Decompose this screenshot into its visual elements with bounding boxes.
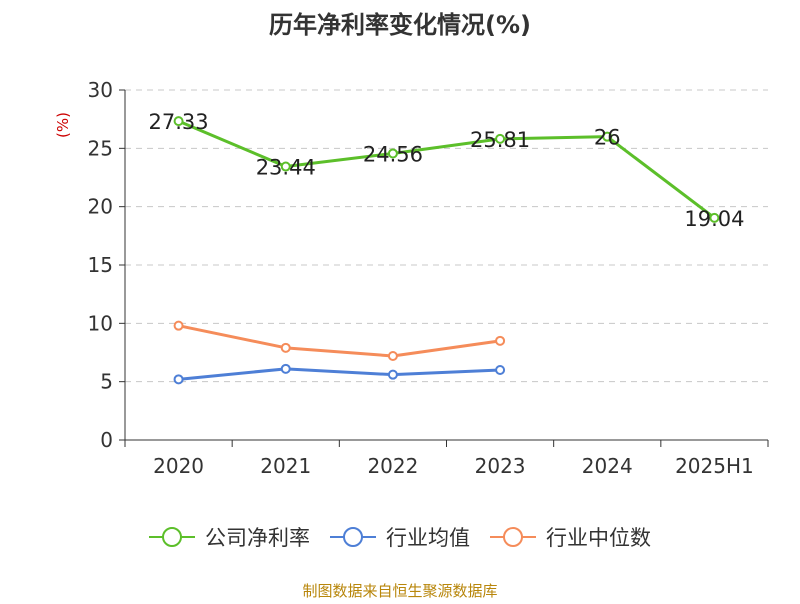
legend-marker bbox=[503, 527, 523, 547]
data-point[interactable] bbox=[173, 116, 184, 127]
x-tick-label: 2023 bbox=[475, 454, 526, 478]
data-point[interactable] bbox=[280, 363, 291, 374]
data-point[interactable] bbox=[387, 369, 398, 380]
grid-lines bbox=[125, 89, 768, 383]
data-point[interactable] bbox=[173, 320, 184, 331]
legend-item[interactable]: 行业中位数 bbox=[490, 526, 651, 550]
legend-marker bbox=[162, 527, 182, 547]
series-lines bbox=[173, 116, 720, 385]
data-label: 19.04 bbox=[684, 207, 744, 231]
legend-label: 公司净利率 bbox=[205, 526, 310, 550]
data-point[interactable] bbox=[495, 133, 506, 144]
x-tick-label: 2024 bbox=[582, 454, 633, 478]
series-line bbox=[178, 324, 501, 358]
data-label: 24.56 bbox=[363, 142, 423, 166]
x-tick-label: 2022 bbox=[367, 454, 418, 478]
legend-label: 行业均值 bbox=[386, 526, 470, 550]
x-tick-label: 2020 bbox=[153, 454, 204, 478]
data-point[interactable] bbox=[387, 351, 398, 361]
data-point[interactable] bbox=[387, 148, 398, 159]
data-point[interactable] bbox=[173, 374, 184, 385]
y-axis-label: (%) bbox=[54, 112, 72, 138]
chart-title: 历年净利率变化情况(%) bbox=[269, 11, 531, 39]
y-tick-label: 25 bbox=[88, 136, 113, 160]
data-point[interactable] bbox=[602, 131, 613, 142]
x-tick-label: 2025H1 bbox=[675, 454, 754, 478]
y-tick-label: 30 bbox=[88, 78, 113, 102]
data-label: 27.33 bbox=[149, 110, 209, 134]
data-point[interactable] bbox=[495, 335, 506, 346]
y-tick-label: 0 bbox=[100, 428, 113, 452]
series-line bbox=[177, 119, 716, 220]
source-note: 制图数据来自恒生聚源数据库 bbox=[302, 582, 497, 600]
data-label: 26 bbox=[594, 126, 621, 150]
data-point[interactable] bbox=[709, 212, 720, 223]
y-tick-label: 10 bbox=[88, 311, 113, 335]
legend-marker bbox=[343, 527, 363, 547]
legend-item[interactable]: 公司净利率 bbox=[149, 526, 310, 550]
legend[interactable]: 公司净利率 行业均值 行业中位数 bbox=[149, 526, 651, 550]
legend-label: 行业中位数 bbox=[546, 526, 651, 550]
y-tick-label: 20 bbox=[88, 195, 113, 219]
series-line bbox=[178, 367, 501, 381]
y-tick-label: 15 bbox=[88, 253, 113, 277]
data-point[interactable] bbox=[280, 342, 291, 353]
y-tick-label: 5 bbox=[100, 370, 113, 394]
data-label: 25.81 bbox=[470, 128, 530, 152]
data-labels: 27.33 23.44 24.56 25.81 26 19.04 bbox=[149, 110, 745, 231]
data-point[interactable] bbox=[495, 365, 506, 375]
axes: 0 5 10 15 20 25 30 2020 2021 2022 2023 2024 2025H1 bbox=[88, 78, 769, 478]
x-tick-label: 2021 bbox=[260, 454, 311, 478]
data-label: 23.44 bbox=[256, 156, 316, 180]
legend-item[interactable]: 行业均值 bbox=[330, 526, 470, 550]
data-point[interactable] bbox=[280, 161, 291, 172]
